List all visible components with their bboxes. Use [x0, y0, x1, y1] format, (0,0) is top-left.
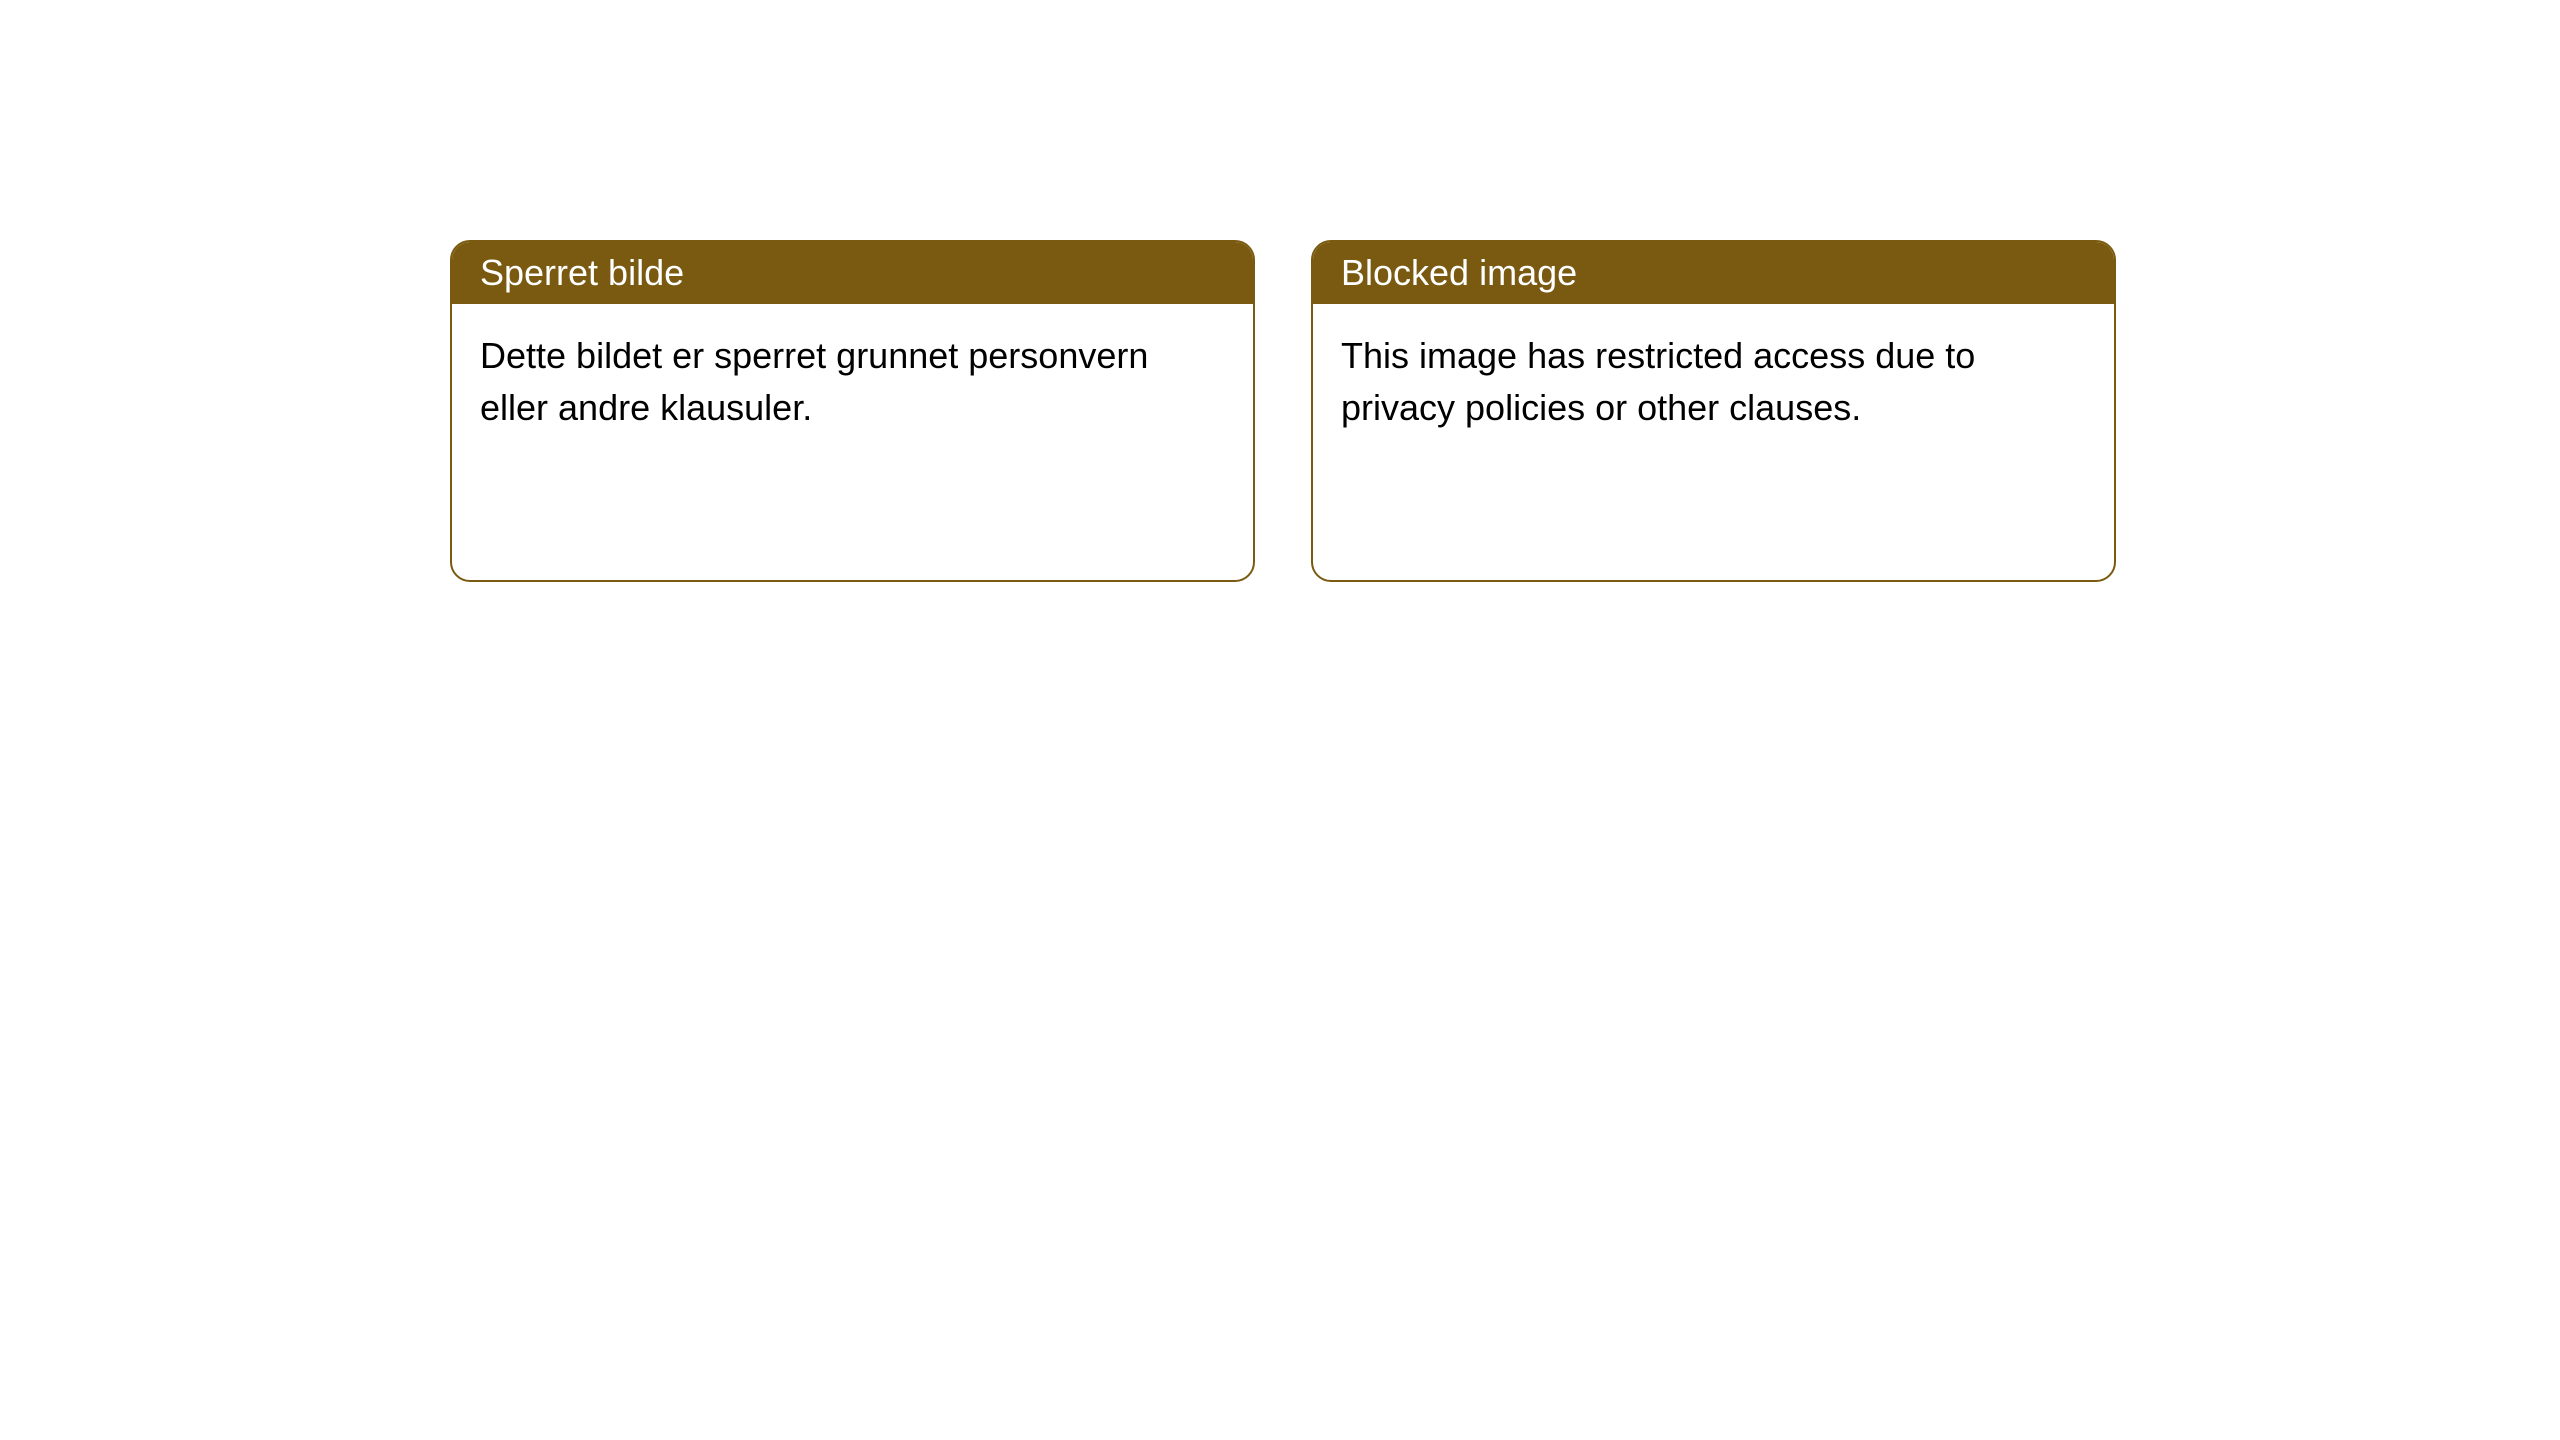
- notice-heading: Blocked image: [1313, 242, 2114, 304]
- notice-card-norwegian: Sperret bilde Dette bildet er sperret gr…: [450, 240, 1255, 582]
- notice-body-text: Dette bildet er sperret grunnet personve…: [452, 304, 1253, 580]
- notice-card-english: Blocked image This image has restricted …: [1311, 240, 2116, 582]
- notice-body-text: This image has restricted access due to …: [1313, 304, 2114, 580]
- notice-container: Sperret bilde Dette bildet er sperret gr…: [0, 0, 2560, 582]
- notice-heading: Sperret bilde: [452, 242, 1253, 304]
